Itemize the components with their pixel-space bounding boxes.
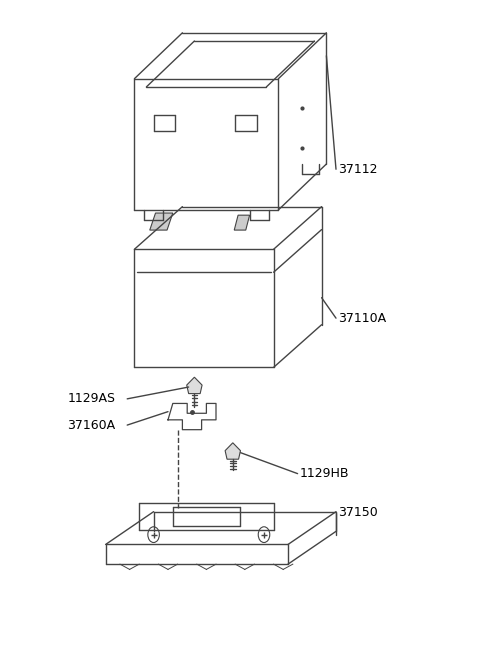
Text: 1129HB: 1129HB bbox=[300, 467, 349, 480]
Polygon shape bbox=[225, 443, 240, 459]
Text: 37150: 37150 bbox=[338, 506, 378, 520]
Text: 37110A: 37110A bbox=[338, 312, 386, 325]
Text: 37112: 37112 bbox=[338, 163, 378, 176]
Polygon shape bbox=[187, 377, 202, 394]
Text: 1129AS: 1129AS bbox=[67, 392, 115, 405]
Polygon shape bbox=[234, 215, 250, 230]
Polygon shape bbox=[150, 213, 173, 230]
Text: 37160A: 37160A bbox=[67, 419, 115, 432]
